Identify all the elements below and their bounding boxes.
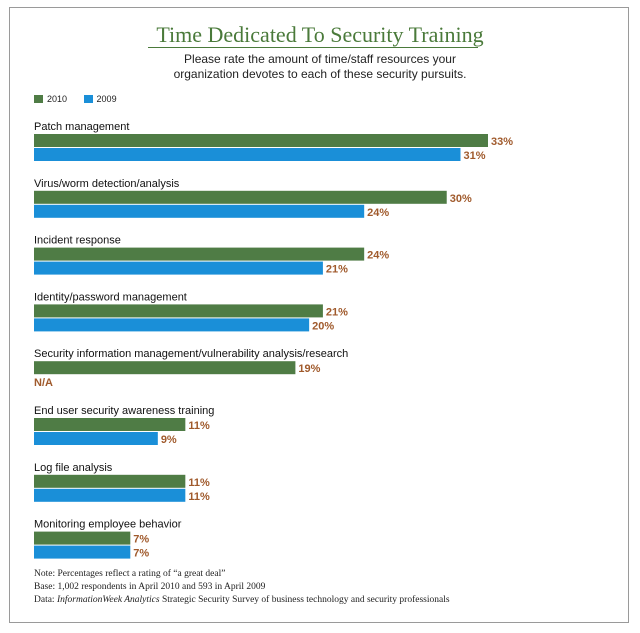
bar-2009-end-user-security-awareness-training <box>34 432 158 445</box>
chart-notes: Note: Percentages reflect a rating of “a… <box>34 568 450 607</box>
category-label-log-file-analysis: Log file analysis <box>34 462 113 474</box>
bar-2009-incident-response <box>34 261 323 275</box>
bar-2010-virus-worm-detection-analysis <box>34 190 447 204</box>
bar-2009-patch-management <box>34 148 461 161</box>
legend-label-2010: 2010 <box>47 94 68 104</box>
legend-item-2010: 2010 <box>34 94 67 104</box>
value-label-2009-incident-response: 21% <box>326 264 348 276</box>
legend-swatch-2009 <box>83 95 93 103</box>
value-label-2010-patch-management: 33% <box>491 136 513 148</box>
value-label-2010-virus-worm-detection-analysis: 30% <box>450 193 472 205</box>
category-label-virus-worm-detection-analysis: Virus/worm detection/analysis <box>34 178 180 190</box>
category-label-end-user-security-awareness-training: End user security awareness training <box>34 405 214 417</box>
value-label-2009-security-information-management-vulnerab: N/A <box>34 377 53 389</box>
note-data-prefix: Data: <box>34 595 57 605</box>
bar-2009-virus-worm-detection-analysis <box>34 204 365 218</box>
legend-item-2009: 2009 <box>83 94 117 104</box>
subtitle-line-2: organization devotes to each of these se… <box>173 67 467 81</box>
title-underline <box>148 47 478 48</box>
bar-2009-log-file-analysis <box>34 488 186 502</box>
category-label-monitoring-employee-behavior: Monitoring employee behavior <box>34 519 182 531</box>
note-data-source: InformationWeek Analytics <box>56 595 160 605</box>
value-label-2010-identity-password-management: 21% <box>326 306 348 318</box>
value-label-2009-end-user-security-awareness-training: 9% <box>161 434 177 446</box>
note-data-suffix: Strategic Security Survey of business te… <box>159 595 450 605</box>
chart-legend: 2010 2009 <box>34 94 131 104</box>
bar-2010-identity-password-management <box>34 304 323 318</box>
value-label-2009-monitoring-employee-behavior: 7% <box>133 548 149 560</box>
value-label-2010-monitoring-employee-behavior: 7% <box>133 534 149 546</box>
note-line-2: Base: 1,002 respondents in April 2010 an… <box>34 582 266 592</box>
bar-2010-incident-response <box>34 247 365 261</box>
bar-2010-monitoring-employee-behavior <box>34 531 131 545</box>
value-label-2010-log-file-analysis: 11% <box>188 477 210 489</box>
bar-2009-monitoring-employee-behavior <box>34 545 131 559</box>
legend-label-2009: 2009 <box>96 94 117 104</box>
chart-title: Time Dedicated To Security Training <box>156 22 484 47</box>
bar-2010-end-user-security-awareness-training <box>34 418 186 431</box>
category-label-security-information-management-vulnerab: Security information management/vulnerab… <box>34 348 348 360</box>
bar-2010-patch-management <box>34 134 488 147</box>
value-label-2009-virus-worm-detection-analysis: 24% <box>367 207 389 219</box>
value-label-2010-end-user-security-awareness-training: 11% <box>188 420 210 432</box>
value-label-2009-identity-password-management: 20% <box>312 320 334 332</box>
note-line-3: Data: InformationWeek Analytics Strategi… <box>34 594 450 607</box>
value-label-2010-incident-response: 24% <box>367 250 389 262</box>
category-label-incident-response: Incident response <box>34 235 121 247</box>
value-label-2010-security-information-management-vulnerab: 19% <box>298 363 320 375</box>
legend-swatch-2010 <box>34 95 43 103</box>
value-label-2009-patch-management: 31% <box>463 150 485 162</box>
bar-2010-security-information-management-vulnerab <box>34 361 296 375</box>
category-label-patch-management: Patch management <box>34 121 129 133</box>
note-line-1: Note: Percentages reflect a rating of “a… <box>34 569 226 579</box>
chart-subtitle: Please rate the amount of time/staff res… <box>0 52 640 82</box>
value-label-2009-log-file-analysis: 11% <box>188 491 210 503</box>
bar-2010-log-file-analysis <box>34 474 186 488</box>
bar-2009-identity-password-management <box>34 318 310 332</box>
category-label-identity-password-management: Identity/password management <box>34 291 187 303</box>
subtitle-line-1: Please rate the amount of time/staff res… <box>184 52 456 66</box>
